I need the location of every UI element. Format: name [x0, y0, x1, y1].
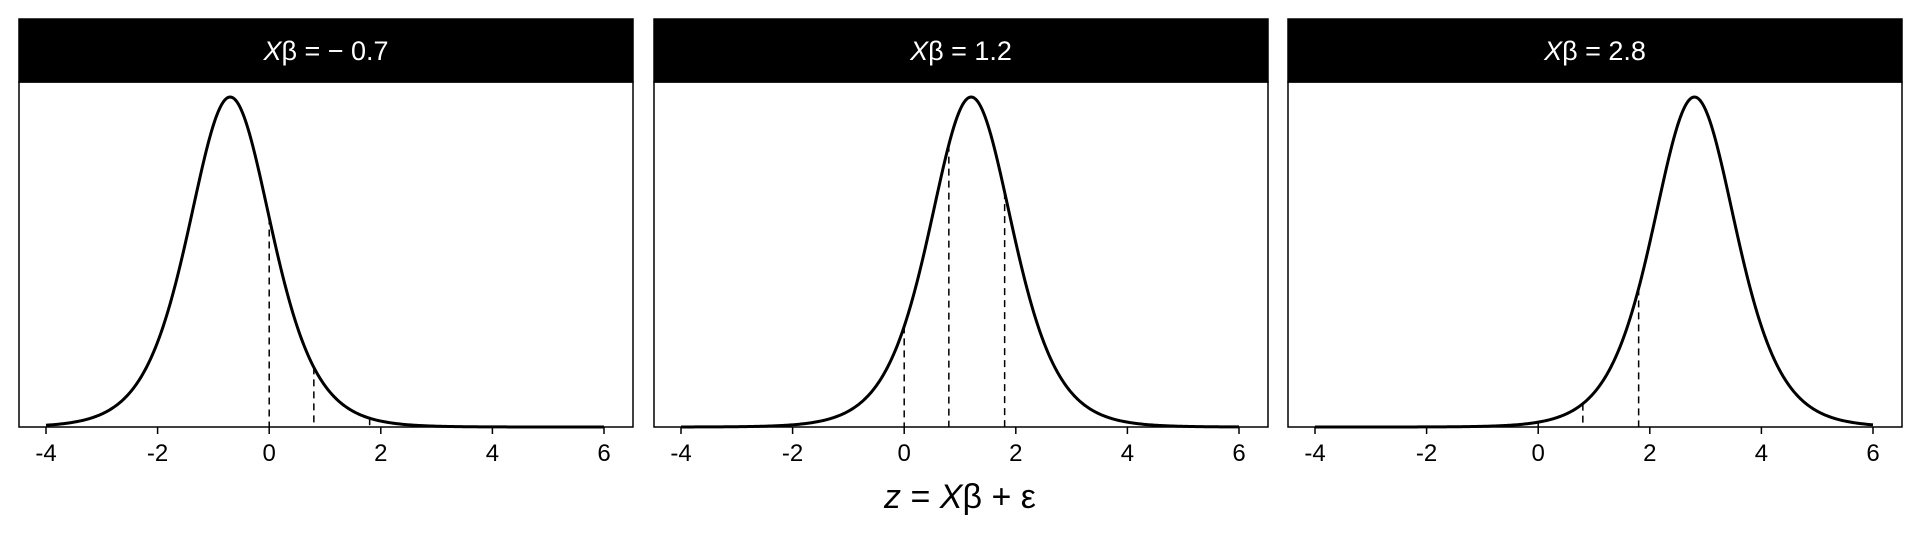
- x-axis-title: z = Xβ + ε: [883, 478, 1036, 516]
- panel-frame: [653, 81, 1269, 428]
- panel-frame: [1287, 81, 1903, 428]
- panel-frame: [18, 81, 634, 428]
- x-axis-title-z: z: [883, 478, 901, 516]
- x-tick-label: 6: [597, 440, 610, 467]
- panel-strip-label-var: X: [909, 36, 929, 66]
- panels-layer: Xβ = − 0.7-4 -2 0 2 4 6Xβ = 1.2-4 -2 0 2 4 6Xβ = 2…: [18, 18, 1903, 467]
- density-curve: [681, 95, 1239, 429]
- panel-1: Xβ = − 0.7 -4 -2 0 2 4 6: [18, 18, 634, 467]
- x-tick-label: 0: [263, 440, 276, 467]
- x-tick-label: 0: [1532, 440, 1545, 467]
- panel-strip-label-var: X: [262, 36, 282, 66]
- panel-3: Xβ = 2.8 -4 -2 0 2 4 6: [1287, 18, 1903, 467]
- x-tick-label: 2: [1009, 440, 1022, 467]
- panel-strip-label-var: X: [1543, 36, 1563, 66]
- panel-strip: [1287, 18, 1903, 83]
- x-tick-label: -2: [147, 440, 168, 467]
- panel-strip-label: Xβ = 1.2: [909, 36, 1012, 66]
- density-curve: [1315, 95, 1874, 429]
- panel-strip: [653, 18, 1269, 83]
- panel-strip-label: Xβ = − 0.7: [262, 36, 388, 66]
- x-tick-label: 6: [1232, 440, 1245, 467]
- x-axis-title-rest: β + ε: [962, 478, 1035, 516]
- x-tick-label: -4: [1304, 440, 1325, 467]
- x-tick-label: -4: [35, 440, 56, 467]
- x-tick-label: 4: [1121, 440, 1134, 467]
- x-tick-label: -2: [1416, 440, 1437, 467]
- panel-2: Xβ = 1.2 -4 -2 0 2 4 6: [653, 18, 1269, 467]
- x-axis-title-equals: =: [901, 478, 940, 516]
- panel-strip-label-value: β = 2.8: [1562, 36, 1646, 66]
- panel-strip-label-value: β = − 0.7: [281, 36, 388, 66]
- x-tick-label: -4: [670, 440, 691, 467]
- density-curve: [45, 95, 604, 429]
- panel-strip-label-value: β = 1.2: [928, 36, 1012, 66]
- x-tick-label: 0: [898, 440, 911, 467]
- x-tick-label: 2: [374, 440, 387, 467]
- x-tick-label: 4: [1755, 440, 1768, 467]
- x-tick-label: 6: [1866, 440, 1879, 467]
- x-tick-label: 4: [486, 440, 499, 467]
- x-axis-title-x: X: [939, 478, 964, 516]
- x-tick-label: -2: [782, 440, 803, 467]
- panel-strip-label: Xβ = 2.8: [1543, 36, 1646, 66]
- panel-strip: [18, 18, 634, 83]
- x-tick-label: 2: [1643, 440, 1656, 467]
